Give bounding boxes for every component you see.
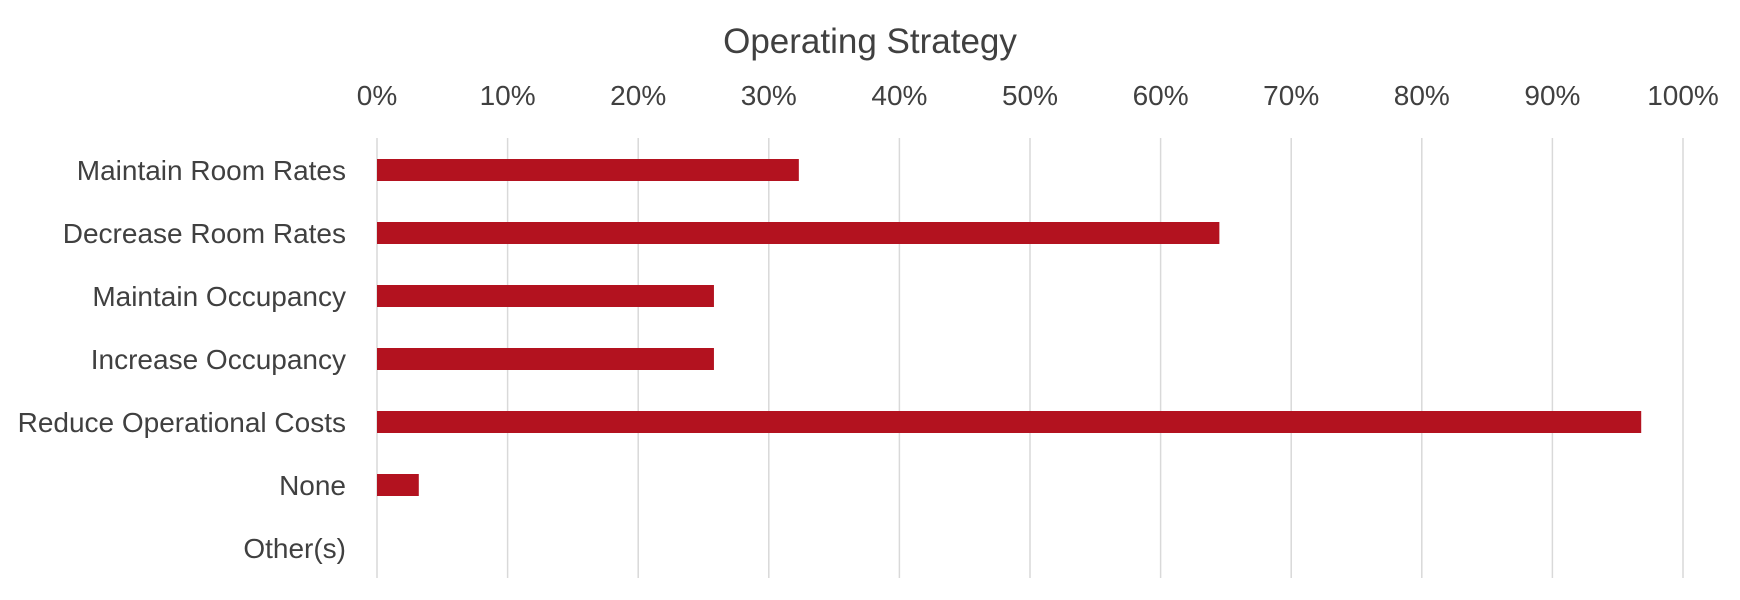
x-axis-tick-labels: 0% 10% 20% 30% 40% 50% 60% 70% 80% 90% 100% [357, 80, 1719, 111]
x-tick-label: 30% [741, 80, 797, 111]
category-label: Other(s) [243, 533, 346, 564]
category-labels: Maintain Room Rates Decrease Room Rates Ma… [18, 155, 346, 564]
chart-title: Operating Strategy [723, 22, 1017, 61]
x-tick-label: 10% [480, 80, 536, 111]
bar [377, 285, 714, 307]
category-label: Decrease Room Rates [63, 218, 346, 249]
x-tick-label: 50% [1002, 80, 1058, 111]
bar [377, 159, 799, 181]
bars [377, 159, 1642, 496]
bar [377, 474, 419, 496]
x-tick-label: 80% [1394, 80, 1450, 111]
x-tick-label: 40% [871, 80, 927, 111]
category-label: Maintain Room Rates [77, 155, 346, 186]
bar [377, 411, 1642, 433]
category-label: Maintain Occupancy [92, 281, 346, 312]
gridlines [376, 138, 1684, 578]
bar [377, 348, 714, 370]
x-tick-label: 20% [610, 80, 666, 111]
bar [377, 222, 1220, 244]
x-tick-label: 0% [357, 80, 397, 111]
x-tick-label: 90% [1524, 80, 1580, 111]
category-label: Reduce Operational Costs [18, 407, 346, 438]
category-label: Increase Occupancy [91, 344, 346, 375]
x-tick-label: 100% [1647, 80, 1719, 111]
x-tick-label: 60% [1133, 80, 1189, 111]
x-tick-label: 70% [1263, 80, 1319, 111]
category-label: None [279, 470, 346, 501]
